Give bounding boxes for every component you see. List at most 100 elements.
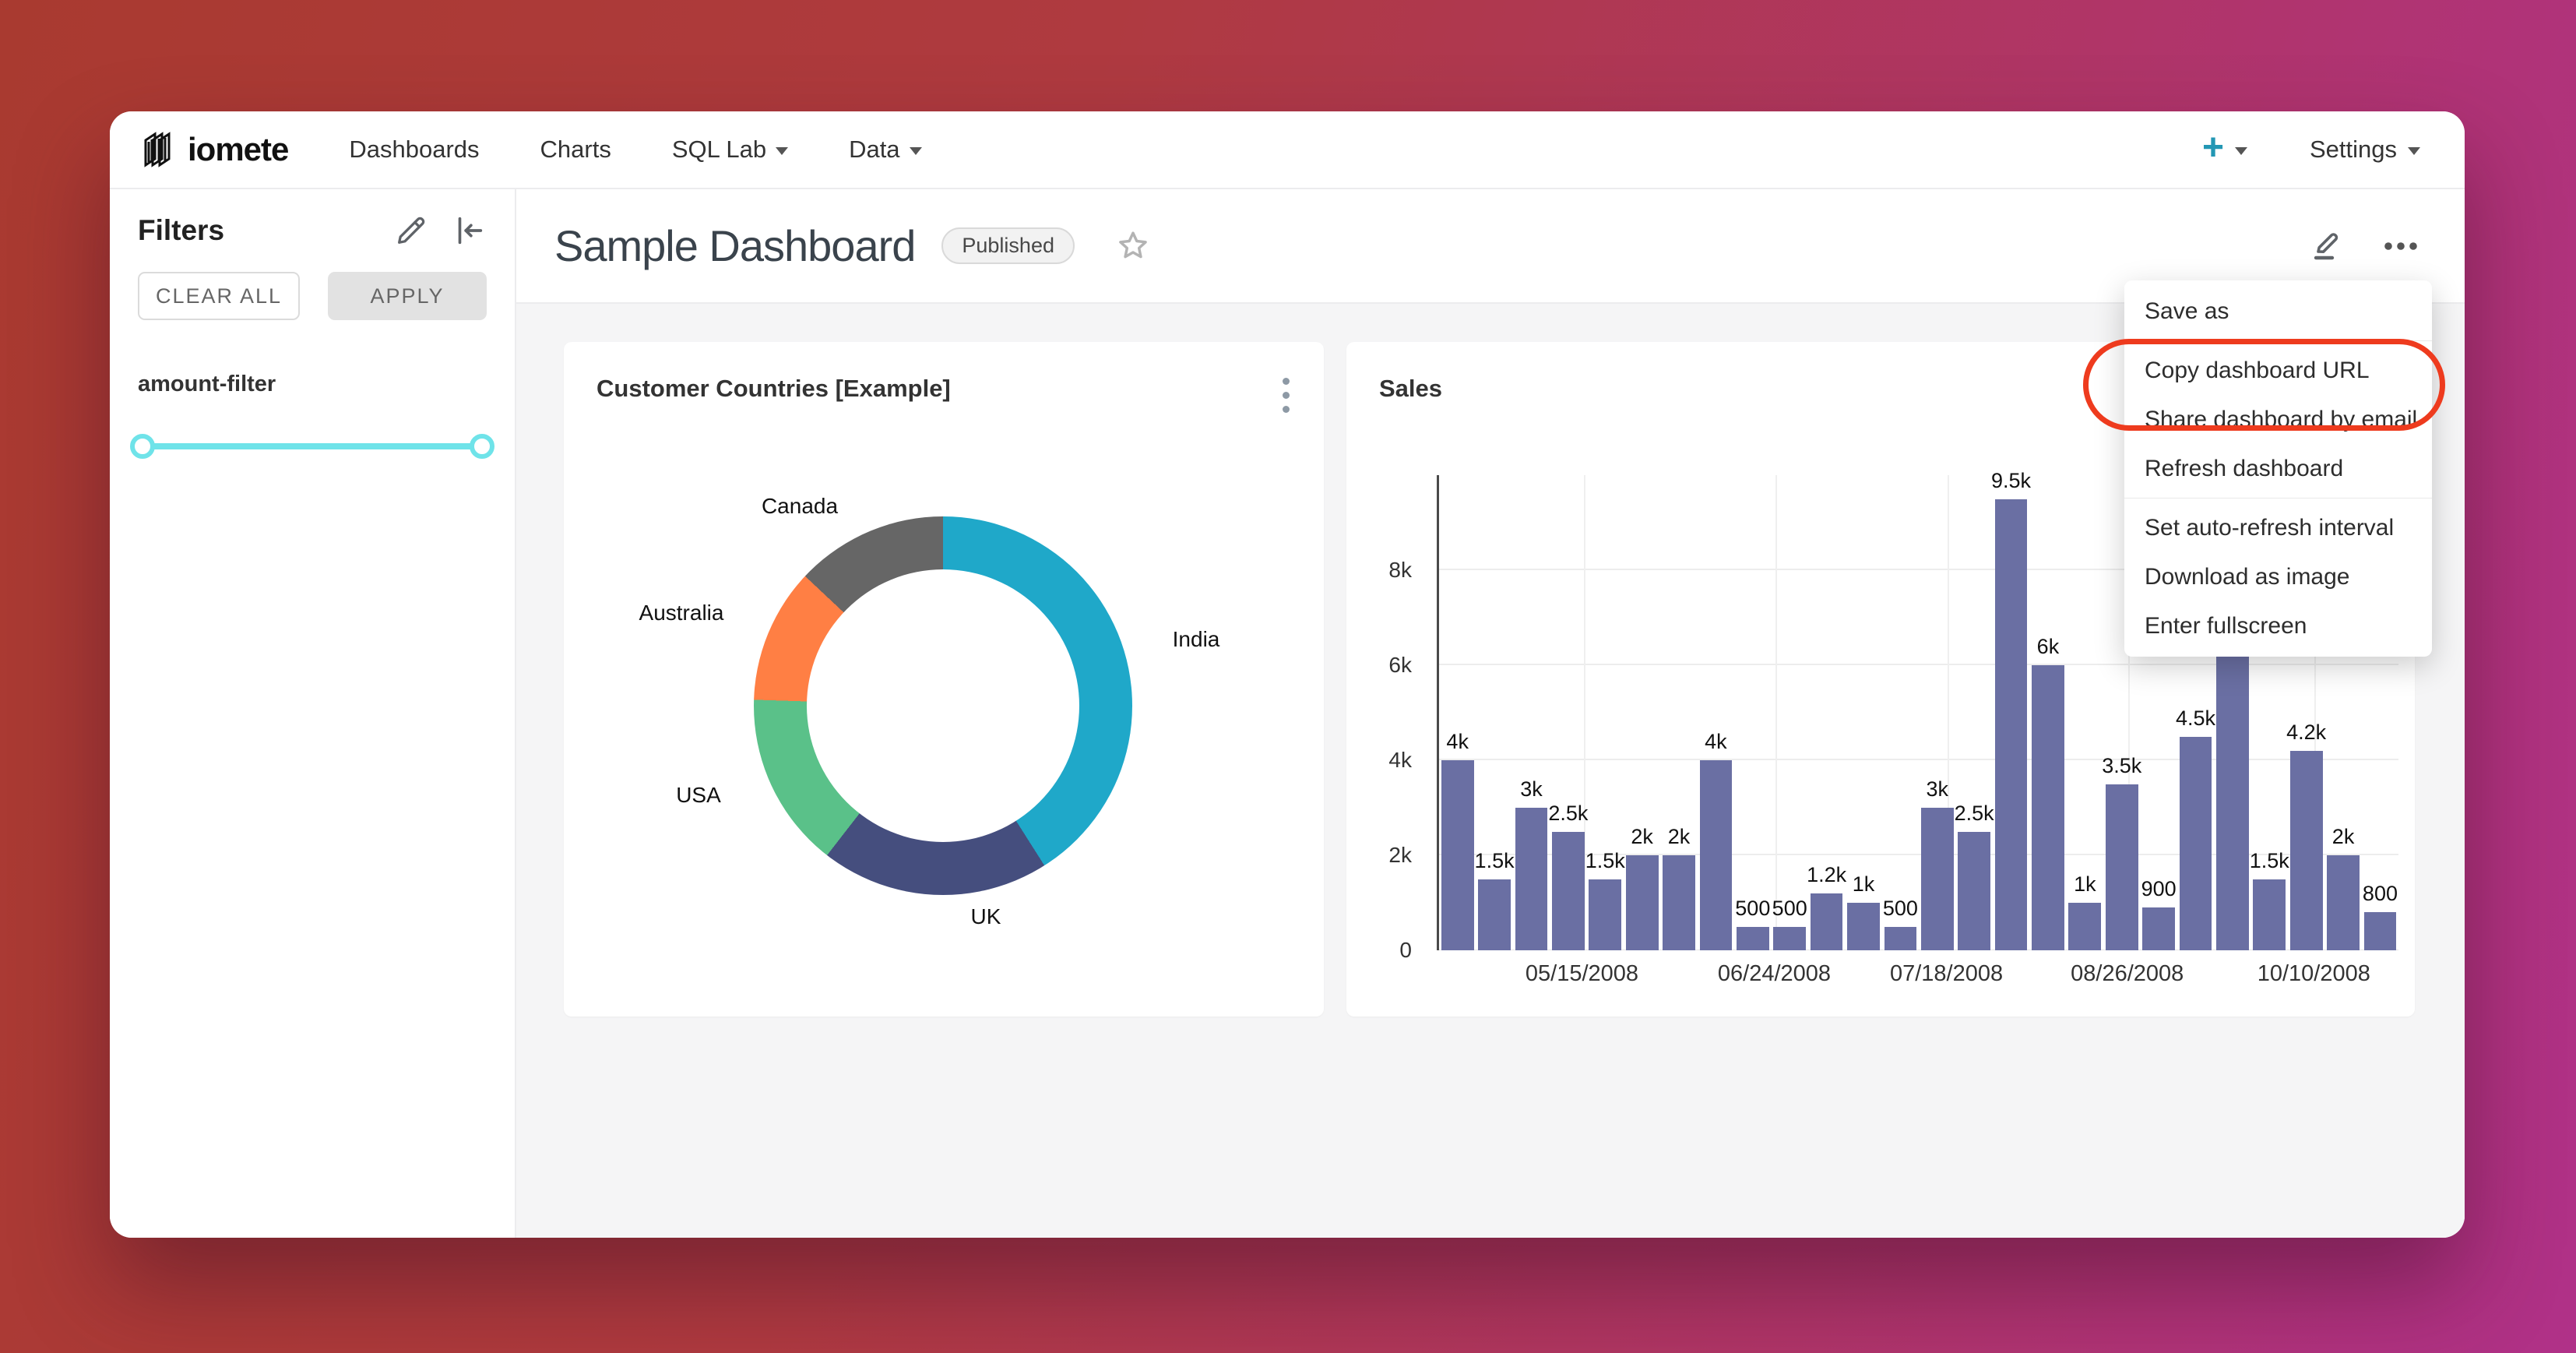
nav-charts[interactable]: Charts (540, 136, 611, 164)
pencil-icon (398, 217, 425, 244)
bar[interactable] (2032, 665, 2064, 950)
donut-chart[interactable] (754, 516, 1132, 895)
kebab-dot (1283, 406, 1290, 413)
menu-item-refresh-dashboard[interactable]: Refresh dashboard (2145, 456, 2344, 481)
nav-sql-lab-label: SQL Lab (671, 136, 767, 163)
menu-item-share-dashboard-by-email[interactable]: Share dashboard by email (2145, 407, 2418, 432)
clear-all-button[interactable]: CLEAR ALL (138, 272, 300, 320)
bar-slot: 500 (1734, 475, 1771, 950)
slider-track[interactable] (143, 443, 482, 449)
chart-kebab-menu-button[interactable] (1278, 375, 1294, 416)
bar[interactable] (1552, 831, 1585, 950)
apply-button[interactable]: APPLY (328, 272, 487, 320)
bar-slot: 500 (1882, 475, 1919, 950)
bar-slot: 1.5k (1585, 475, 1625, 950)
bar-value-label: 2k (2331, 825, 2355, 848)
plus-icon: + (2201, 127, 2224, 168)
nav-sql-lab[interactable]: SQL Lab (671, 136, 789, 164)
chart-card-sales: Sales 0 2k 4k 6k 8k 4k 1.5k 3k 2.5k 1.5k 2k 2k 4k 50… (1346, 342, 2415, 1017)
bar-value-label: 4k (1446, 730, 1469, 753)
dashboard-title-row: Sample Dashboard Published (516, 189, 2465, 304)
menu-item-copy-dashboard-url[interactable]: Copy dashboard URL (2145, 358, 2370, 383)
dashboard-more-menu-button[interactable] (2381, 227, 2421, 265)
bar[interactable] (2068, 903, 2102, 950)
bar[interactable] (2327, 855, 2360, 950)
nav-data[interactable]: Data (849, 136, 922, 164)
bar[interactable] (1589, 879, 1622, 950)
menu-item-enter-fullscreen[interactable]: Enter fullscreen (2145, 613, 2307, 639)
donut-slice-label: Canada (761, 494, 839, 518)
chart-card-header: Customer Countries [Example] (564, 342, 1324, 416)
header-actions: + Settings (2201, 127, 2420, 168)
collapse-sidebar-button[interactable] (451, 213, 487, 248)
donut-slice-label: Australia (639, 601, 724, 625)
bar-value-label: 4.2k (2286, 720, 2327, 744)
bar[interactable] (1847, 903, 1880, 950)
bar-slot: 3.5k (2102, 475, 2141, 950)
slider-handle-min[interactable] (130, 434, 155, 459)
bar[interactable] (1699, 760, 1733, 950)
bar-value-label: 3k (1926, 777, 1949, 801)
bar[interactable] (1958, 831, 1991, 950)
bar-slot: 9.5k (1991, 469, 2031, 950)
gridline-horizontal (1439, 569, 2398, 570)
bar[interactable] (1478, 879, 1511, 950)
bar-slot: 1k (2067, 475, 2103, 950)
bar[interactable] (2105, 784, 2138, 950)
iomete-logo[interactable]: iomete (139, 129, 289, 170)
chart-title: Customer Countries [Example] (596, 375, 951, 402)
bar-slot: 4.5k (2176, 475, 2215, 950)
filters-sidebar: Filters (110, 189, 516, 1238)
bar[interactable] (1663, 855, 1695, 950)
dashboard-action-icons (2307, 227, 2421, 265)
bar[interactable] (2142, 907, 2175, 950)
bar[interactable] (1994, 499, 2028, 950)
x-axis-tick-label: 10/10/2008 (2257, 961, 2370, 986)
donut-slice-label: UK (970, 904, 1001, 928)
dashboard-grid: Customer Countries [Example] India UK USA A… (516, 304, 2465, 1238)
amount-filter-label: amount-filter (138, 372, 276, 396)
menu-item-set-auto-refresh-interval[interactable]: Set auto-refresh interval (2145, 515, 2395, 541)
top-navbar: iomete Dashboards Charts SQL Lab Data (110, 111, 2465, 189)
new-item-button[interactable]: + (2201, 127, 2247, 168)
bar[interactable] (2253, 879, 2286, 950)
nav-charts-label: Charts (540, 136, 611, 163)
logo-wordmark: iomete (188, 131, 289, 167)
slider-handle-max[interactable] (470, 434, 494, 459)
bar[interactable] (1515, 808, 1548, 950)
chevron-down-icon (909, 147, 922, 155)
edit-dashboard-button[interactable] (2307, 227, 2345, 265)
settings-menu-button[interactable]: Settings (2310, 136, 2420, 164)
edit-filters-button[interactable] (393, 213, 429, 248)
bar-chart-x-axis: 05/15/2008 06/24/2008 07/18/2008 08/26/2008… (1437, 961, 2398, 992)
gridline-vertical (2314, 475, 2316, 950)
y-axis-tick-label: 4k (1388, 748, 1412, 772)
amount-filter-slider (130, 434, 494, 459)
favorite-star-button[interactable] (1115, 228, 1151, 264)
bar[interactable] (2289, 750, 2323, 950)
menu-item-save-as[interactable]: Save as (2145, 298, 2229, 324)
gridline-horizontal (1439, 854, 2398, 855)
app-window: iomete Dashboards Charts SQL Lab Data (110, 111, 2465, 1238)
bar-slot: 4k (1698, 475, 1734, 950)
settings-label: Settings (2309, 136, 2397, 163)
nav-dashboards[interactable]: Dashboards (349, 136, 479, 164)
kebab-dot (1283, 392, 1290, 399)
bar[interactable] (1441, 760, 1474, 950)
bar[interactable] (1884, 926, 1917, 950)
bar-slot: 6k (2029, 475, 2066, 950)
bar[interactable] (1625, 855, 1659, 950)
chart-title: Sales (1379, 375, 1443, 402)
bar[interactable] (2179, 736, 2212, 950)
bar[interactable] (1773, 926, 1807, 950)
iomete-logo-icon (139, 129, 180, 170)
kebab-dot (1283, 378, 1290, 385)
menu-item-download-as-image[interactable]: Download as image (2145, 564, 2350, 590)
bar[interactable] (1920, 808, 1954, 950)
donut-slice-label: USA (676, 783, 721, 807)
bar[interactable] (1810, 893, 1843, 950)
bar-slot: 1.2k (1807, 475, 1846, 950)
bar-value-label: 500 (1735, 896, 1771, 920)
bar[interactable] (2363, 912, 2397, 950)
bar[interactable] (1736, 926, 1769, 950)
